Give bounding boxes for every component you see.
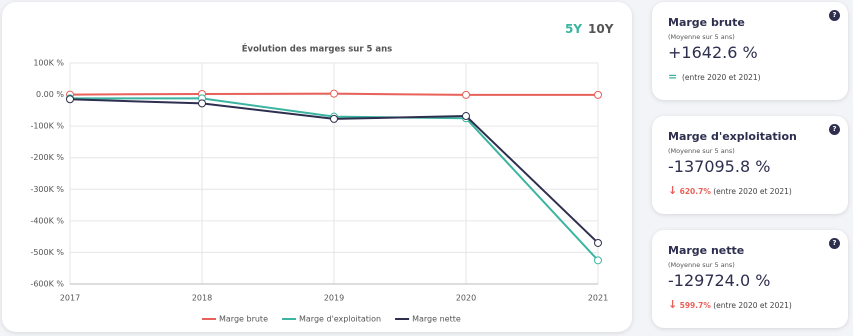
card-change: 620.7% <box>679 187 711 196</box>
point <box>198 99 206 108</box>
point <box>462 112 470 121</box>
y-tick-label: -400K % <box>30 216 64 225</box>
x-tick-label: 2020 <box>456 294 476 303</box>
y-tick-label: 0.00 % <box>36 90 64 99</box>
y-tick-label: -200K % <box>30 153 64 162</box>
card-subtitle: (Moyenne sur 5 ans) <box>668 33 735 41</box>
y-tick-label: -500K % <box>30 248 64 257</box>
x-tick-label: 2019 <box>324 294 344 303</box>
x-tick-label: 2021 <box>588 294 608 303</box>
card-change: 599.7% <box>679 301 711 310</box>
y-tick-label: -300K % <box>30 185 64 194</box>
x-tick-label: 2018 <box>192 294 212 303</box>
card-change-row: ↓ 620.7% (entre 2020 et 2021) <box>668 184 792 197</box>
legend-label: Marge nette <box>412 315 461 324</box>
card: Marge d'exploitation ? (Moyenne sur 5 an… <box>652 116 848 214</box>
card-change-row: = (entre 2020 et 2021) <box>668 70 761 83</box>
card: Marge brute ? (Moyenne sur 5 ans) +1642.… <box>652 2 848 100</box>
y-tick-label: 100K % <box>33 59 64 68</box>
range-10y[interactable]: 10Y <box>588 22 614 36</box>
card-value: -129724.0 % <box>668 271 771 290</box>
point <box>66 95 74 104</box>
chart: Évolution des marges sur 5 ans 100K % 0.0… <box>30 43 608 324</box>
legend-label: Marge d'exploitation <box>299 315 381 324</box>
help-icon[interactable]: ? <box>829 238 840 249</box>
help-icon[interactable]: ? <box>829 124 840 135</box>
arrow-icon: ↓ <box>668 298 678 311</box>
arrow-icon: ↓ <box>668 184 678 197</box>
legend-label: Marge brute <box>219 315 268 324</box>
point <box>462 90 470 99</box>
point <box>594 256 602 265</box>
point <box>594 90 602 99</box>
chart-card: 5Y 10Y Évolution des marges sur 5 ans 10… <box>2 2 632 332</box>
card-change-row: ↓ 599.7% (entre 2020 et 2021) <box>668 298 792 311</box>
point <box>330 89 338 98</box>
card-value: -137095.8 % <box>668 157 771 176</box>
point <box>594 238 602 247</box>
card-value: +1642.6 % <box>668 43 758 62</box>
chart-title: Évolution des marges sur 5 ans <box>242 43 392 55</box>
card-title: Marge nette <box>668 244 745 257</box>
card-title: Marge d'exploitation <box>668 130 797 143</box>
card-subtitle: (Moyenne sur 5 ans) <box>668 147 735 155</box>
card-subtitle: (Moyenne sur 5 ans) <box>668 261 735 269</box>
help-icon[interactable]: ? <box>829 10 840 21</box>
card-period: (entre 2020 et 2021) <box>713 187 792 196</box>
range-5y[interactable]: 5Y <box>565 22 583 36</box>
point <box>330 114 338 123</box>
x-tick-label: 2017 <box>60 294 80 303</box>
card: Marge nette ? (Moyenne sur 5 ans) -12972… <box>652 230 848 328</box>
y-tick-label: -100K % <box>30 122 64 131</box>
card-change: = <box>668 70 678 83</box>
card-period: (entre 2020 et 2021) <box>713 301 792 310</box>
card-title: Marge brute <box>668 16 745 29</box>
y-tick-label: -600K % <box>30 280 64 289</box>
card-period: (entre 2020 et 2021) <box>682 73 761 82</box>
